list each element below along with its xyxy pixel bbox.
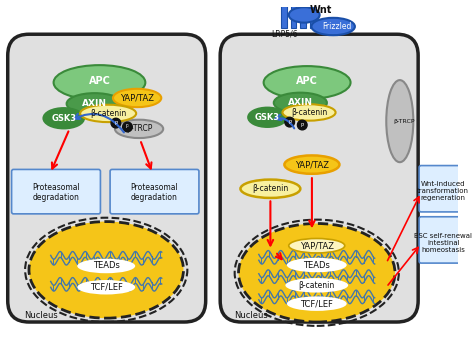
Text: P: P	[114, 121, 118, 125]
Ellipse shape	[44, 108, 84, 129]
Text: APC: APC	[296, 76, 318, 86]
Text: AXIN: AXIN	[82, 99, 107, 108]
Text: TCF/LEF: TCF/LEF	[90, 283, 123, 292]
Bar	[301, 0, 306, 28]
Bar	[281, 0, 287, 28]
Ellipse shape	[289, 238, 345, 253]
Ellipse shape	[287, 258, 346, 272]
Bar	[291, 0, 296, 28]
FancyBboxPatch shape	[11, 169, 100, 214]
Ellipse shape	[238, 223, 395, 322]
Text: β-catenin: β-catenin	[299, 281, 335, 290]
Ellipse shape	[240, 180, 301, 198]
Text: β-TRCP: β-TRCP	[126, 124, 152, 133]
Circle shape	[111, 118, 121, 128]
Ellipse shape	[54, 65, 146, 100]
Ellipse shape	[77, 280, 135, 295]
Circle shape	[297, 120, 307, 130]
Text: β-catenin: β-catenin	[291, 108, 327, 117]
FancyBboxPatch shape	[419, 217, 474, 263]
Text: Proteasomal
degradation: Proteasomal degradation	[32, 183, 80, 202]
Ellipse shape	[284, 155, 339, 174]
Text: YAP/TAZ: YAP/TAZ	[300, 241, 334, 250]
Ellipse shape	[311, 18, 355, 35]
Text: YAP/TAZ: YAP/TAZ	[295, 160, 329, 169]
Text: Wnt: Wnt	[310, 5, 332, 15]
Ellipse shape	[115, 120, 163, 138]
FancyBboxPatch shape	[419, 166, 474, 212]
Text: LRP5/6: LRP5/6	[272, 30, 298, 39]
Ellipse shape	[248, 108, 287, 127]
Text: Frizzled: Frizzled	[322, 22, 352, 31]
Text: GSK3: GSK3	[255, 113, 280, 122]
Ellipse shape	[274, 93, 327, 113]
Ellipse shape	[77, 259, 135, 273]
Text: P: P	[126, 124, 129, 130]
Circle shape	[285, 117, 294, 127]
Text: Nucleus: Nucleus	[234, 311, 268, 320]
Ellipse shape	[264, 66, 351, 99]
Text: β-TRCP: β-TRCP	[393, 119, 414, 124]
Text: GSK3: GSK3	[51, 114, 76, 123]
Ellipse shape	[283, 104, 336, 121]
Text: YAP/TAZ: YAP/TAZ	[120, 93, 154, 102]
Ellipse shape	[113, 89, 161, 107]
Bar	[310, 0, 316, 28]
Text: AXIN: AXIN	[288, 98, 313, 107]
Text: Proteasomal
degradation: Proteasomal degradation	[131, 183, 178, 202]
FancyBboxPatch shape	[220, 34, 418, 322]
Ellipse shape	[386, 80, 413, 162]
FancyBboxPatch shape	[110, 169, 199, 214]
Text: P: P	[288, 120, 292, 124]
Ellipse shape	[285, 278, 348, 293]
Ellipse shape	[80, 105, 136, 122]
Text: Nucleus: Nucleus	[24, 311, 57, 320]
Text: APC: APC	[89, 76, 110, 86]
Circle shape	[123, 122, 132, 132]
Ellipse shape	[29, 222, 183, 318]
Text: TEADs: TEADs	[93, 262, 119, 270]
FancyBboxPatch shape	[8, 34, 206, 322]
Ellipse shape	[289, 7, 319, 23]
Text: TCF/LEF: TCF/LEF	[301, 299, 333, 308]
Text: P: P	[301, 122, 304, 128]
Text: β-catenin: β-catenin	[252, 184, 289, 193]
Ellipse shape	[287, 296, 346, 311]
Ellipse shape	[67, 93, 123, 114]
Text: β-catenin: β-catenin	[90, 109, 126, 118]
Text: TEADs: TEADs	[303, 261, 330, 269]
Text: Wnt-induced
transformation
regeneration: Wnt-induced transformation regeneration	[417, 181, 469, 201]
Text: ESC self-renewal
intestinal
homeostasis: ESC self-renewal intestinal homeostasis	[414, 233, 472, 253]
